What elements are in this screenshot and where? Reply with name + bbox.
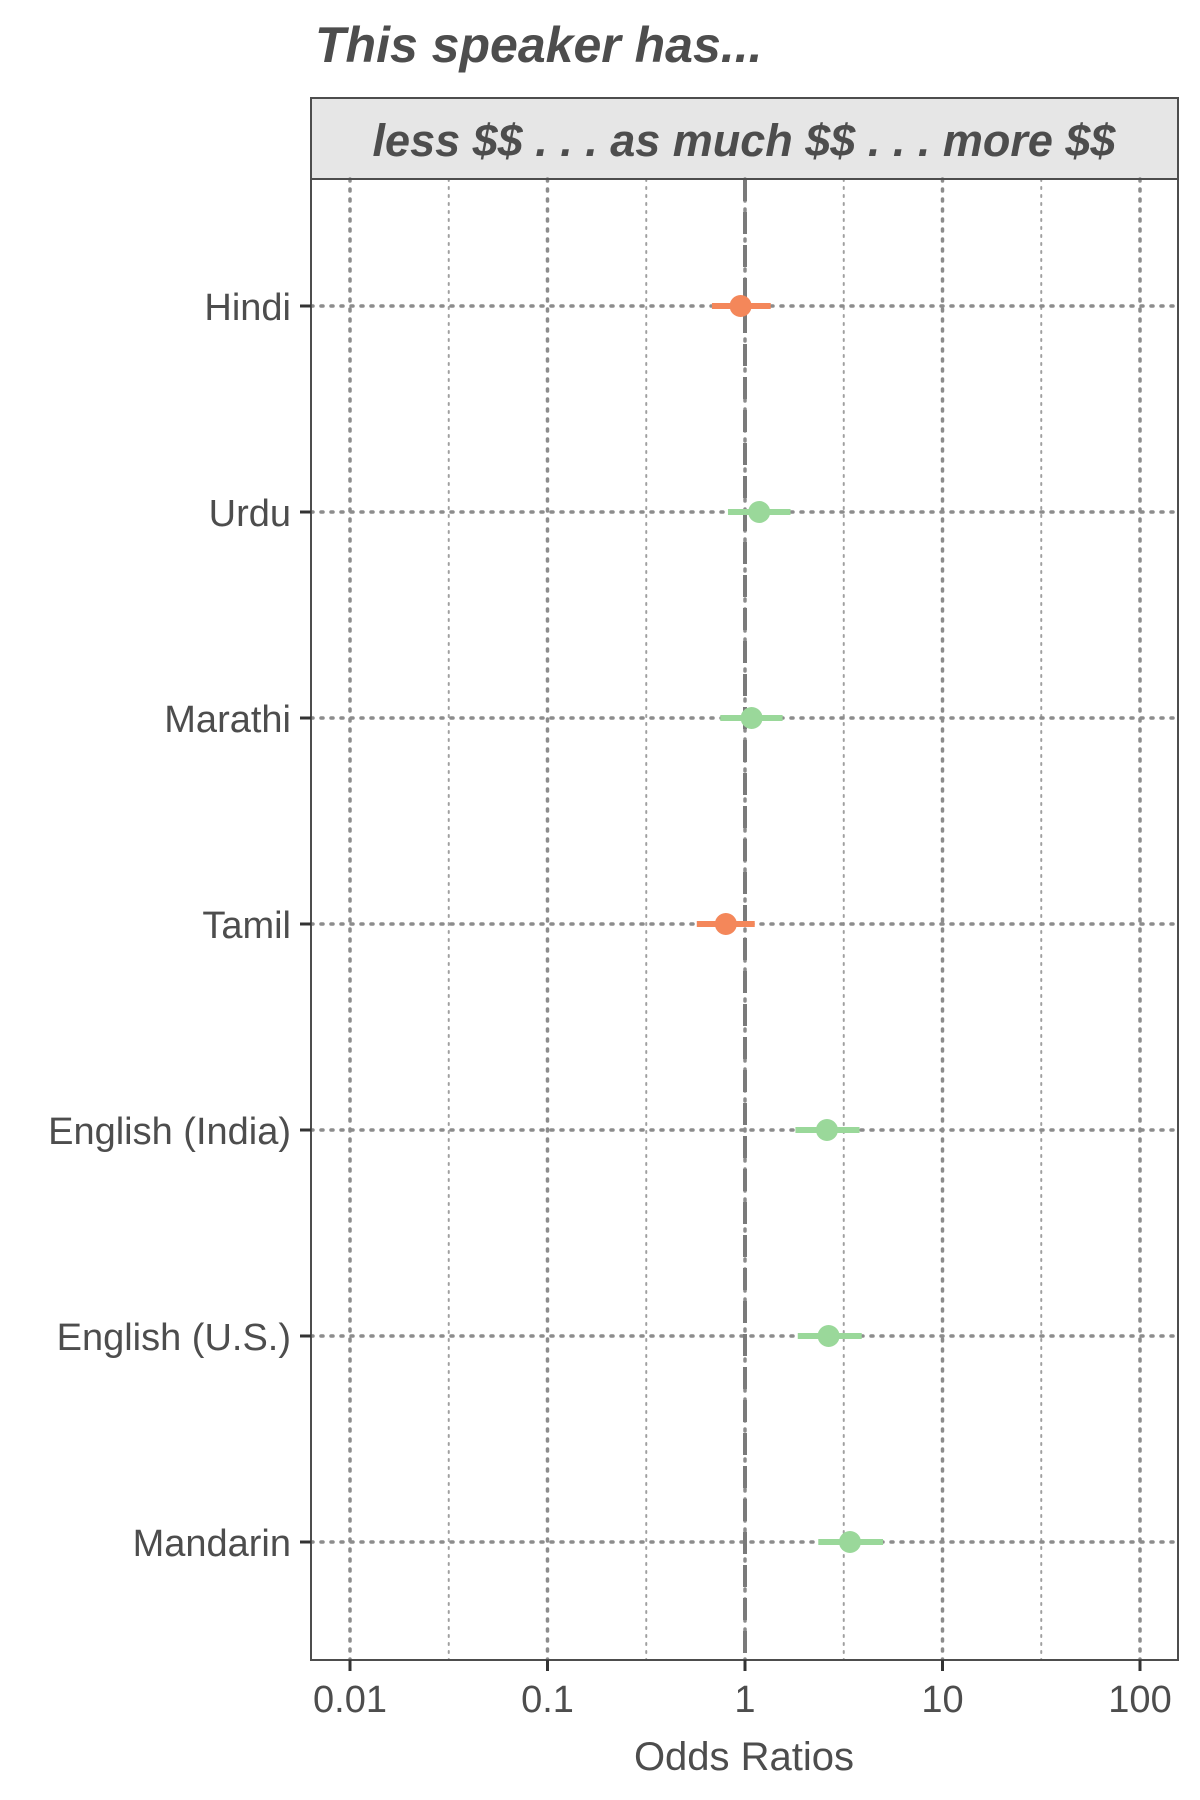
data-point-1 xyxy=(748,501,771,523)
facet-strip xyxy=(310,97,1179,180)
y-tick-label-3: Tamil xyxy=(202,905,291,947)
y-tick-label-4: English (India) xyxy=(48,1111,291,1153)
data-marks xyxy=(696,295,884,1553)
axes: Hindi Urdu Marathi Tamil English (India) Engl… xyxy=(48,287,1172,1721)
data-point-3 xyxy=(714,913,737,935)
data-point-0 xyxy=(729,295,752,317)
x-tick-label-3: 10 xyxy=(921,1679,963,1721)
data-point-6 xyxy=(838,1531,861,1553)
x-tick-label-2: 1 xyxy=(734,1679,755,1721)
data-point-4 xyxy=(815,1119,838,1141)
y-tick-label-0: Hindi xyxy=(204,287,291,329)
y-tick-label-2: Marathi xyxy=(164,699,291,741)
x-tick-label-1: 0.1 xyxy=(521,1679,574,1721)
facet-strip-label: less $$ . . . as much $$ . . . more $$ xyxy=(373,115,1117,166)
y-tick-label-6: Mandarin xyxy=(133,1523,291,1565)
data-point-2 xyxy=(740,707,763,729)
y-tick-label-1: Urdu xyxy=(209,493,291,535)
data-point-5 xyxy=(817,1325,840,1347)
x-tick-label-4: 100 xyxy=(1108,1679,1171,1721)
chart-title: This speaker has... xyxy=(315,17,762,73)
y-tick-label-5: English (U.S.) xyxy=(57,1317,291,1359)
x-axis-title: Odds Ratios xyxy=(634,1735,854,1779)
x-tick-label-0: 0.01 xyxy=(313,1679,387,1721)
